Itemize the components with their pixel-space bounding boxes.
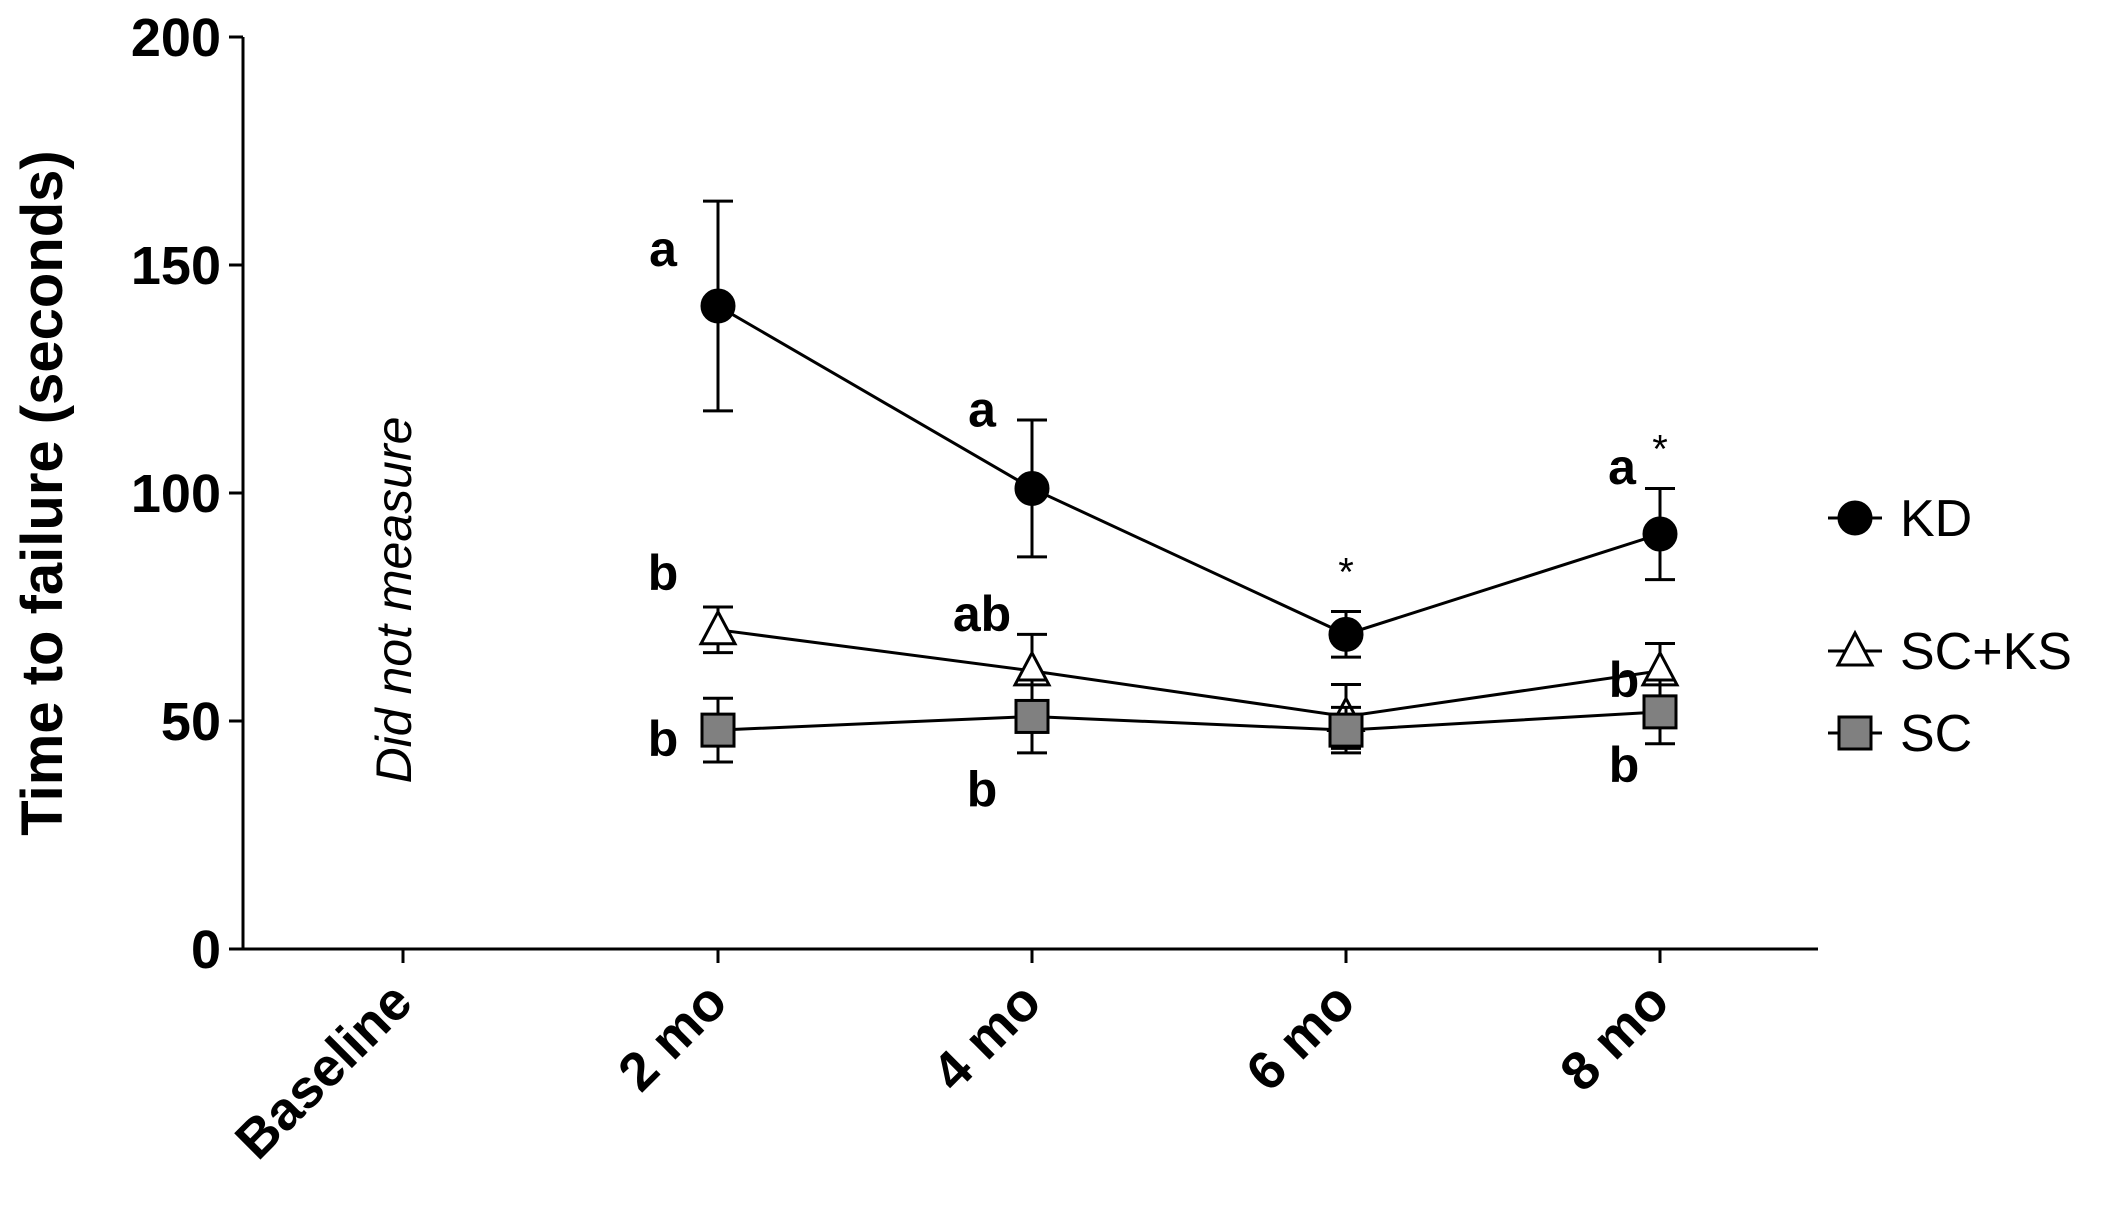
legend-label-sc: SC xyxy=(1900,705,1972,763)
group-label: b xyxy=(648,545,679,601)
group-label: b xyxy=(1609,652,1640,708)
legend-label-kd: KD xyxy=(1900,490,1972,548)
legend-marker-sc-ks xyxy=(1835,629,1875,667)
x-tick-label: 2 mo xyxy=(607,971,739,1103)
y-tick-label: 50 xyxy=(161,692,221,752)
group-label: b xyxy=(1609,737,1640,793)
data-point-kd xyxy=(1328,616,1364,652)
group-label: a xyxy=(968,381,997,437)
significance-star: * xyxy=(1338,551,1354,595)
y-tick-label: 150 xyxy=(131,236,221,296)
legend-marker-sc xyxy=(1837,715,1873,751)
data-point-sc xyxy=(1328,712,1364,748)
annotation-did-not-measure: Did not measure xyxy=(366,417,422,784)
legend-marker-kd xyxy=(1837,500,1873,536)
x-tick-label: 6 mo xyxy=(1235,971,1367,1103)
data-point-sc xyxy=(1642,694,1678,730)
data-point-kd xyxy=(1014,470,1050,506)
y-tick-label: 0 xyxy=(191,920,221,980)
legend-label-sc-ks: SC+KS xyxy=(1900,623,2072,681)
x-tick-label: 4 mo xyxy=(921,971,1053,1103)
series-line-sc-ks xyxy=(717,628,1661,718)
group-label: a xyxy=(649,221,678,277)
data-point-kd xyxy=(700,288,736,324)
data-point-sc xyxy=(1014,698,1050,734)
y-tick-label: 200 xyxy=(131,8,221,68)
y-axis-label: Time to failure (seconds) xyxy=(10,150,75,835)
y-tick-label: 100 xyxy=(131,464,221,524)
data-point-sc-ks xyxy=(698,608,738,646)
x-tick-label: 8 mo xyxy=(1549,971,1681,1103)
data-point-sc xyxy=(700,712,736,748)
group-label: b xyxy=(648,711,679,767)
data-point-kd xyxy=(1642,516,1678,552)
x-tick-label: Baseline xyxy=(224,971,423,1170)
group-label: b xyxy=(967,761,998,817)
group-label: ab xyxy=(953,586,1011,642)
significance-star: * xyxy=(1652,427,1668,471)
series-line-kd xyxy=(717,304,1661,636)
group-label: a xyxy=(1608,439,1637,495)
series-line-sc xyxy=(717,710,1661,732)
